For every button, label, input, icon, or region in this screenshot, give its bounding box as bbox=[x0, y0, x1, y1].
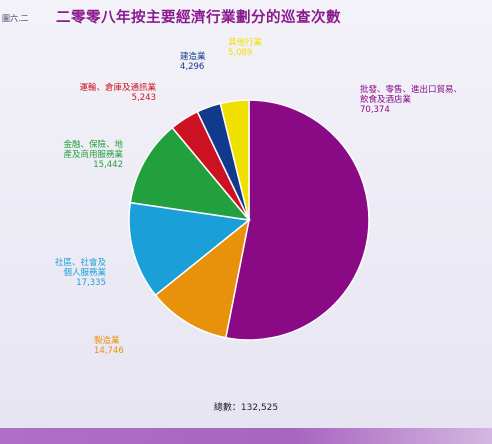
total-value: 132,525 bbox=[240, 403, 279, 413]
slice-label: 製造業 14,746 bbox=[94, 335, 124, 356]
slice-label: 建造業 4,296 bbox=[180, 51, 206, 72]
pie-slice bbox=[129, 126, 251, 222]
slice-label-line: 產及商用服務業 bbox=[63, 149, 123, 160]
pie-slice bbox=[128, 201, 251, 297]
slice-label-line: 製造業 bbox=[94, 335, 120, 346]
slice-value: 17,335 bbox=[76, 278, 106, 288]
slice-value: 5,243 bbox=[132, 93, 156, 103]
slice-label-line: 批發、零售、進出口貿易、 bbox=[360, 84, 462, 95]
slice-value: 14,746 bbox=[94, 346, 124, 356]
slice-label-line: 其他行業 bbox=[228, 37, 263, 48]
slice-label-line: 個人服務業 bbox=[63, 267, 106, 278]
slice-label-line: 運輸、倉庫及通訊業 bbox=[79, 82, 156, 93]
slice-value: 70,374 bbox=[360, 105, 390, 115]
pie-slice bbox=[154, 218, 251, 339]
slice-label-line: 金融、保險、地 bbox=[63, 139, 123, 150]
slice-value: 15,442 bbox=[93, 160, 123, 170]
slice-label: 其他行業 5,089 bbox=[228, 37, 263, 58]
slice-label: 運輸、倉庫及通訊業 5,243 bbox=[79, 82, 156, 103]
slice-label-line: 飲食及酒店業 bbox=[360, 94, 412, 105]
slice-value: 5,089 bbox=[228, 48, 252, 58]
chart-title: 二零零八年按主要經濟行業劃分的巡查次數 bbox=[56, 10, 341, 26]
total-line: 總數：132,525 bbox=[0, 400, 492, 413]
slice-label: 社區、社會及個人服務業 17,335 bbox=[55, 257, 107, 288]
figure-label: 圖六.二 bbox=[2, 14, 29, 23]
total-colon: ： bbox=[231, 403, 241, 413]
slice-label: 批發、零售、進出口貿易、飲食及酒店業 70,374 bbox=[360, 84, 462, 115]
slice-label-line: 社區、社會及 bbox=[55, 257, 107, 268]
pie-slice bbox=[224, 99, 370, 341]
slice-label-line: 建造業 bbox=[180, 51, 206, 62]
total-label: 總數 bbox=[213, 403, 232, 413]
slice-label: 金融、保險、地產及商用服務業 15,442 bbox=[63, 139, 123, 170]
bottom-bar bbox=[0, 428, 492, 444]
slice-value: 4,296 bbox=[180, 62, 204, 72]
pie-slice bbox=[219, 99, 250, 221]
